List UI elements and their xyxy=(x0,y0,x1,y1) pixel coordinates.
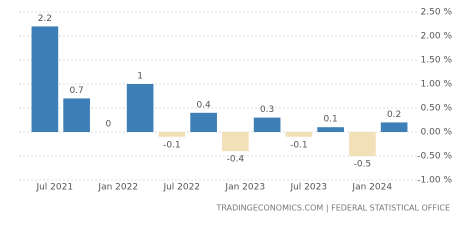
bar xyxy=(190,112,217,132)
y-tick-label: 1.00 % xyxy=(421,80,453,90)
value-label: 0 xyxy=(106,120,112,130)
bar xyxy=(158,132,186,137)
chart: TRADINGECONOMICS.COM | FEDERAL STATISTIC… xyxy=(19,8,453,213)
bar xyxy=(317,127,344,132)
x-tick-label: Jan 2022 xyxy=(97,183,138,193)
y-tick-label: 0.00 % xyxy=(421,128,453,138)
x-tick-label: Jan 2023 xyxy=(224,183,265,193)
value-label: 0.3 xyxy=(260,105,274,115)
y-tick-label: 2.50 % xyxy=(421,8,453,18)
x-tick-label: Jan 2024 xyxy=(351,183,392,193)
source: TRADINGECONOMICS.COM | FEDERAL STATISTIC… xyxy=(216,204,450,213)
value-label: -0.1 xyxy=(290,140,308,150)
value-label: 1 xyxy=(137,72,143,82)
bar xyxy=(126,84,154,132)
bar xyxy=(349,132,376,156)
y-tick-label: 1.50 % xyxy=(421,56,453,66)
value-label: -0.1 xyxy=(163,140,181,150)
bar xyxy=(380,122,408,132)
bar xyxy=(222,132,249,152)
y-tick-label: 2.00 % xyxy=(421,32,453,42)
y-tick-label: 0.50 % xyxy=(421,104,453,114)
value-label: 0.4 xyxy=(196,100,211,110)
value-label: 0.2 xyxy=(387,110,401,120)
y-tick-label: -1.00 % xyxy=(417,176,452,186)
x-tick-label: Jul 2021 xyxy=(35,183,73,193)
value-label: -0.5 xyxy=(354,160,372,170)
bar xyxy=(63,98,90,132)
bar xyxy=(31,26,59,132)
value-label: 0.1 xyxy=(323,115,337,125)
bar xyxy=(253,117,281,132)
x-tick-label: Jul 2022 xyxy=(162,183,200,193)
x-tick-label: Jul 2023 xyxy=(289,183,327,193)
value-label: 2.2 xyxy=(38,14,52,24)
value-label: -0.4 xyxy=(227,155,245,165)
y-tick-label: -0.50 % xyxy=(417,152,452,162)
value-label: 0.7 xyxy=(69,86,83,96)
bar xyxy=(285,132,313,137)
